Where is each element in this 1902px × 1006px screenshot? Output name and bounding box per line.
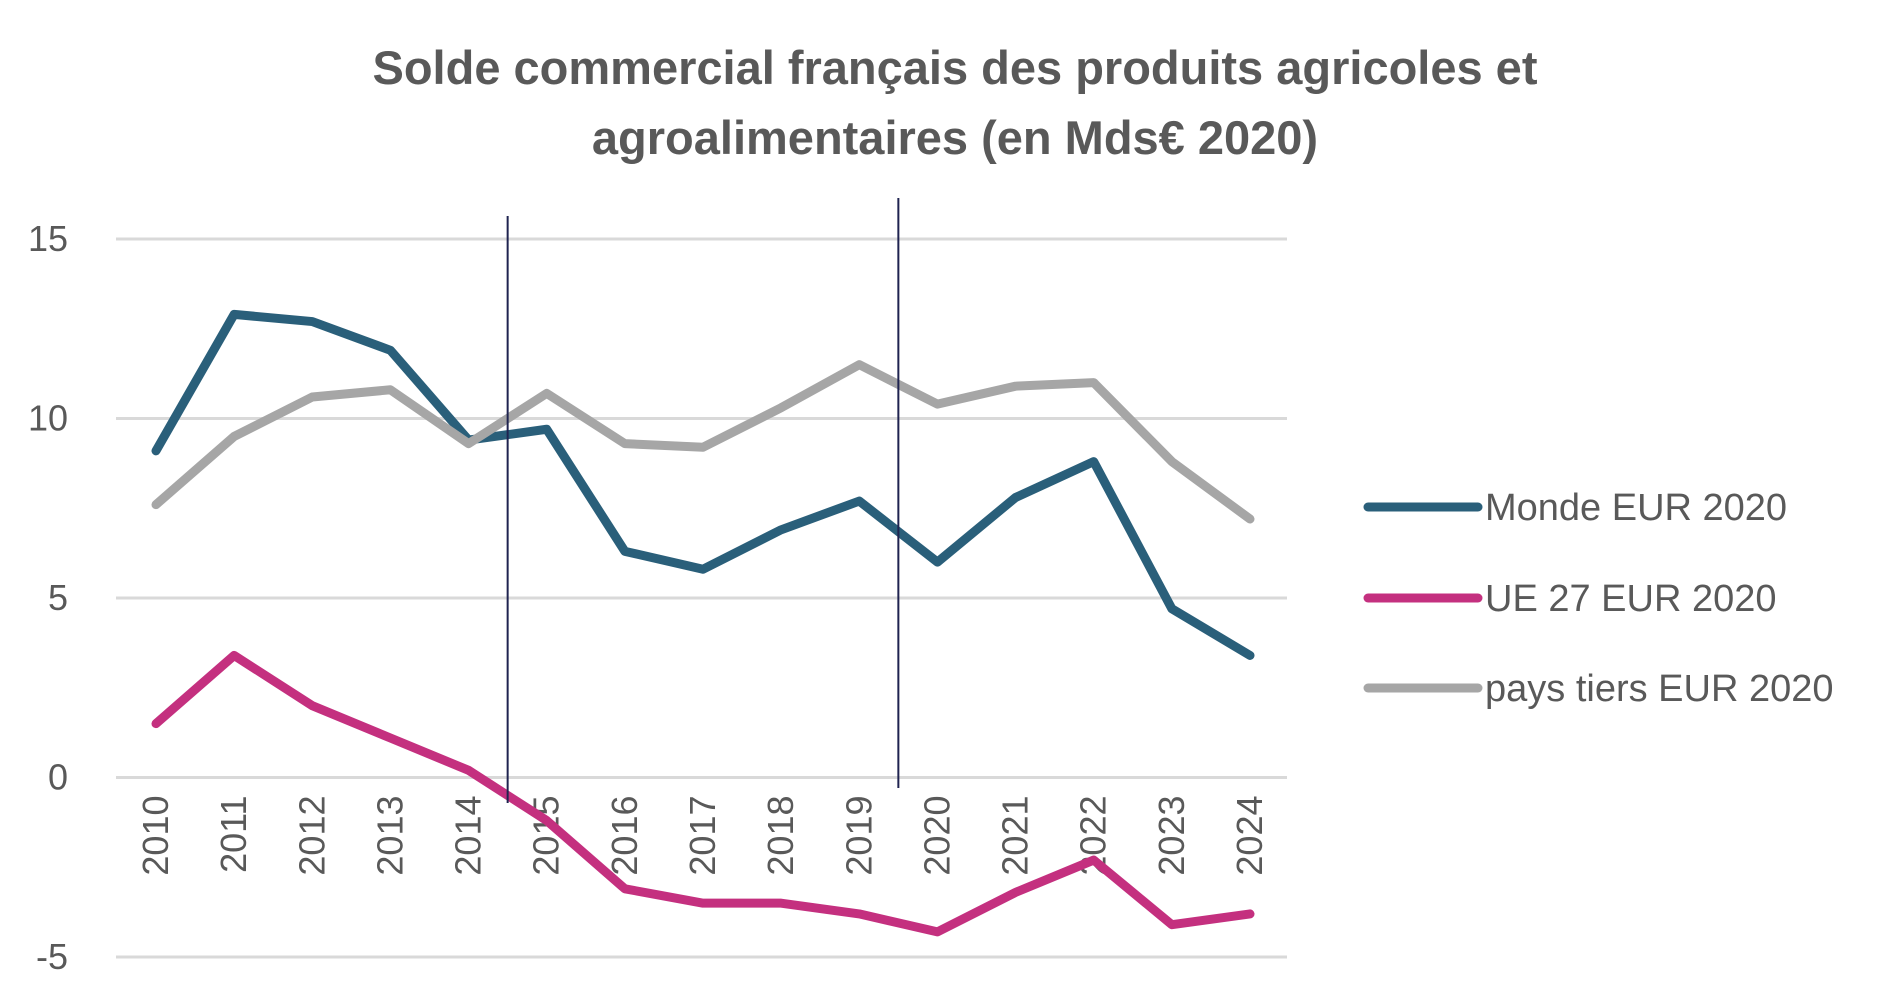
- x-tick-label: 2014: [448, 796, 489, 876]
- x-tick-label: 2019: [838, 796, 879, 876]
- series-line-1: [151, 650, 1255, 937]
- y-tick-label: 0: [48, 757, 68, 798]
- y-tick-label: 5: [48, 577, 68, 618]
- x-tick-label: 2023: [1151, 796, 1192, 876]
- x-tick-label: 2013: [369, 796, 410, 876]
- y-tick-label: 10: [28, 398, 68, 439]
- y-tick-label: -5: [36, 936, 68, 977]
- x-tick-label: 2012: [291, 796, 332, 876]
- legend-label: pays tiers EUR 2020: [1485, 668, 1834, 710]
- chart-title-line-2: agroalimentaires (en Mds€ 2020): [592, 111, 1318, 164]
- x-tick-label: 2018: [760, 796, 801, 876]
- chart-title-line-1: Solde commercial français des produits a…: [373, 41, 1538, 94]
- y-tick-label: 15: [28, 218, 68, 259]
- legend-label: UE 27 EUR 2020: [1485, 578, 1777, 620]
- x-tick-label: 2011: [213, 796, 254, 873]
- legend-label: Monde EUR 2020: [1485, 487, 1787, 529]
- x-tick-label: 2020: [916, 796, 957, 876]
- x-tick-label: 2024: [1229, 796, 1270, 876]
- x-tick-label: 2016: [604, 796, 645, 876]
- x-tick-label: 2017: [682, 796, 723, 876]
- x-tick-label: 2010: [135, 796, 176, 876]
- series-line-2: [151, 360, 1255, 524]
- series-line-0: [151, 309, 1255, 660]
- x-tick-label: 2021: [995, 796, 1036, 876]
